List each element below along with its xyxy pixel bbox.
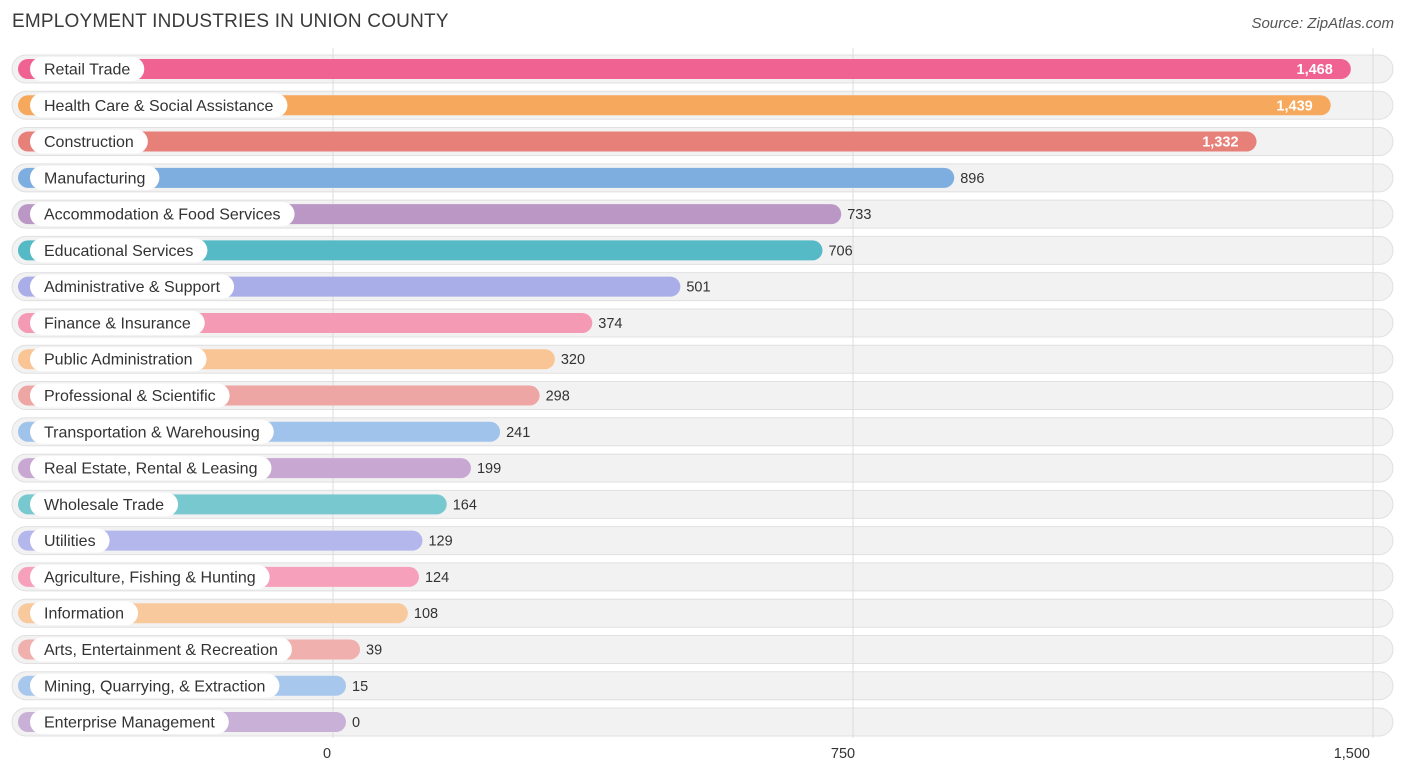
value-label: 896 <box>960 171 984 187</box>
category-label-pill <box>30 419 274 444</box>
category-label: Educational Services <box>44 243 193 260</box>
row-background <box>11 707 1394 737</box>
category-label: Health Care & Social Assistance <box>44 98 274 115</box>
row-background <box>11 671 1394 701</box>
chart-title: EMPLOYMENT INDUSTRIES IN UNION COUNTY <box>12 11 449 32</box>
category-label-pill <box>30 57 145 81</box>
value-label: 108 <box>414 606 438 622</box>
bar <box>18 59 1351 79</box>
row-background <box>11 634 1394 664</box>
category-label: Agriculture, Fishing & Hunting <box>44 569 256 586</box>
category-label: Manufacturing <box>44 170 145 187</box>
category-label-pill <box>30 492 179 517</box>
category-label: Utilities <box>44 533 96 550</box>
tick-label: 750 <box>831 746 855 762</box>
bar <box>18 530 423 551</box>
value-label: 706 <box>828 243 852 259</box>
value-label: 374 <box>598 316 622 332</box>
bar <box>18 167 955 188</box>
source-credit: Source: ZipAtlas.com <box>1251 15 1394 32</box>
value-label: 164 <box>453 497 477 513</box>
value-label: 241 <box>506 425 530 441</box>
category-label: Professional & Scientific <box>44 388 216 405</box>
category-label: Real Estate, Rental & Leasing <box>44 461 257 478</box>
value-label: 1,439 <box>1276 98 1312 114</box>
value-label: 39 <box>366 642 382 658</box>
category-label: Arts, Entertainment & Recreation <box>44 642 278 659</box>
category-label-pill <box>30 564 270 589</box>
category-label: Wholesale Trade <box>44 497 164 514</box>
value-label: 0 <box>352 715 360 731</box>
bar <box>18 95 1331 116</box>
category-label-pill <box>30 673 280 698</box>
category-label-pill <box>30 274 235 299</box>
category-label-pill <box>30 710 229 735</box>
tick-label: 1,500 <box>1334 746 1370 762</box>
category-label-pill <box>30 456 272 481</box>
category-label: Administrative & Support <box>44 279 221 296</box>
value-label: 124 <box>425 570 449 586</box>
category-label-pill <box>30 202 295 227</box>
category-label-pill <box>30 165 160 190</box>
category-label: Finance & Insurance <box>44 315 191 332</box>
category-label-pill <box>30 637 292 662</box>
category-label-pill <box>30 93 288 118</box>
category-label: Transportation & Warehousing <box>44 424 260 441</box>
category-label: Construction <box>44 134 134 151</box>
value-label: 320 <box>561 352 585 368</box>
category-label: Mining, Quarrying, & Extraction <box>44 678 265 695</box>
category-label: Retail Trade <box>44 62 130 79</box>
category-label: Information <box>44 606 124 623</box>
value-label: 1,468 <box>1297 62 1333 78</box>
value-label: 733 <box>847 207 871 223</box>
bar <box>18 240 823 261</box>
bar <box>18 131 1257 152</box>
value-label: 298 <box>546 389 570 405</box>
category-label-pill <box>30 383 230 408</box>
value-label: 501 <box>686 280 710 296</box>
category-label-pill <box>30 601 139 626</box>
category-label-pill <box>30 238 208 263</box>
category-label-pill <box>30 310 205 335</box>
value-label: 199 <box>477 461 501 477</box>
category-label-pill <box>30 347 207 372</box>
value-label: 129 <box>428 534 452 550</box>
category-label: Enterprise Management <box>44 715 215 732</box>
category-label: Accommodation & Food Services <box>44 207 281 224</box>
category-label-pill <box>30 528 110 553</box>
tick-label: 0 <box>323 746 331 762</box>
category-label-pill <box>30 129 148 154</box>
value-label: 15 <box>352 679 368 695</box>
value-label: 1,332 <box>1202 135 1238 151</box>
category-label: Public Administration <box>44 352 193 369</box>
